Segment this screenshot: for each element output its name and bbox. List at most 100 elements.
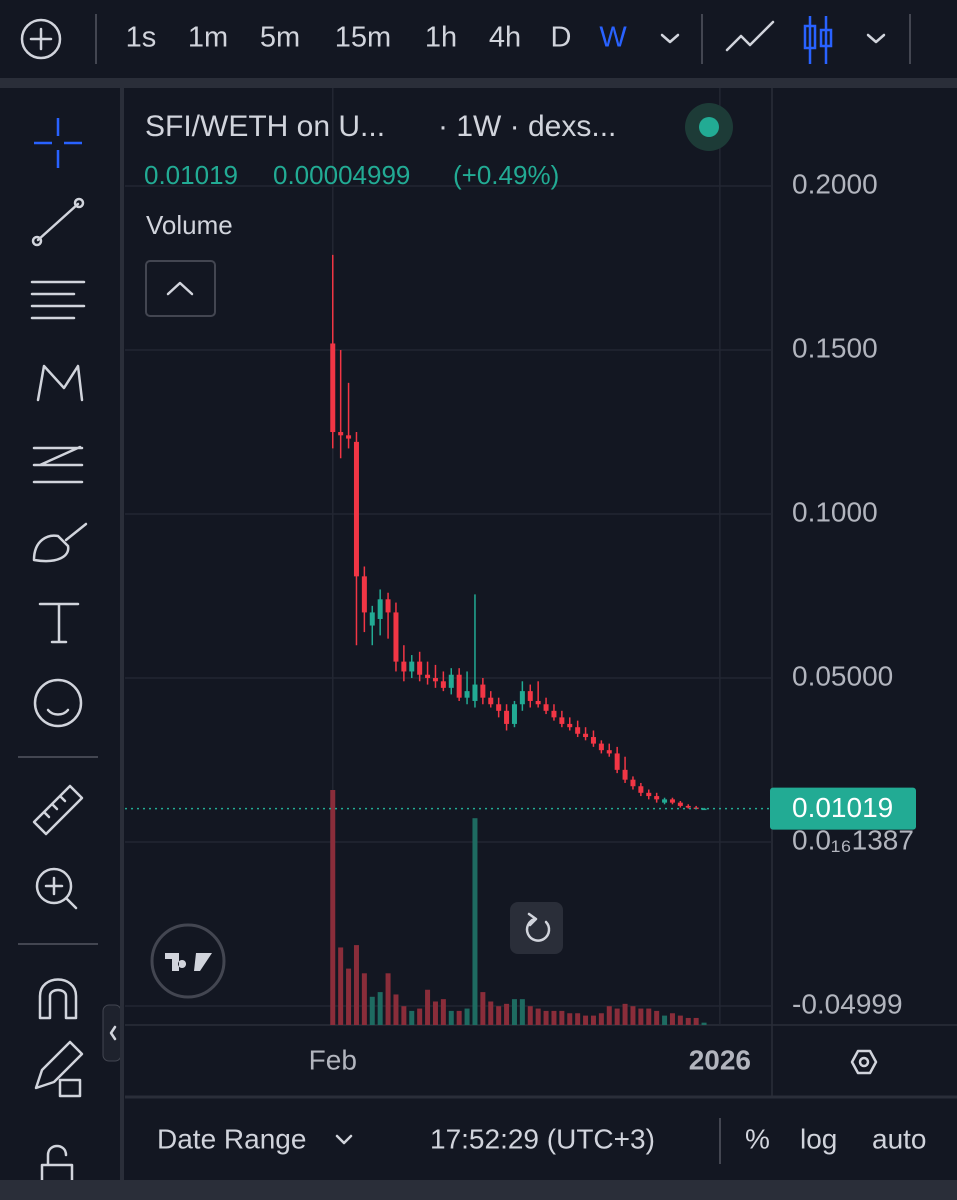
candle-icon[interactable] — [803, 16, 833, 64]
volume-bar — [598, 1013, 604, 1025]
brush-tool[interactable] — [32, 522, 88, 563]
candle-body — [511, 704, 517, 724]
settings-dot — [858, 1056, 870, 1068]
candle-body — [701, 808, 707, 811]
volume-bar — [701, 1022, 707, 1025]
plot — [125, 88, 772, 1025]
settings-button[interactable] — [850, 1049, 878, 1075]
candle-body — [535, 700, 541, 705]
candle-body — [551, 710, 557, 718]
volume-bar — [583, 1015, 589, 1025]
volume-bar — [693, 1017, 699, 1025]
handle — [73, 197, 85, 209]
left-toolbar — [18, 118, 98, 1197]
dropdown[interactable] — [335, 1134, 353, 1145]
volume-bar — [353, 945, 359, 1025]
candle-body — [598, 743, 604, 751]
collapse-legend[interactable] — [145, 260, 216, 317]
timeframe[interactable]: 4h — [489, 22, 521, 54]
lock-draw-tool[interactable] — [34, 1040, 84, 1098]
volume-bar — [575, 1013, 581, 1025]
zoom-icon — [44, 876, 78, 910]
candle-body — [401, 661, 407, 672]
volume-bar — [677, 1015, 683, 1025]
candle-body — [583, 733, 589, 738]
volume-bar — [432, 1001, 438, 1025]
volume-bar — [519, 999, 525, 1025]
volume-bar — [551, 1010, 557, 1025]
volume-bar — [543, 1010, 549, 1025]
smile — [46, 708, 70, 716]
date-range[interactable]: Date Range — [157, 1123, 306, 1154]
y-tick-label: 0.2000 — [792, 168, 878, 199]
candle-body — [527, 691, 533, 701]
add-symbol[interactable] — [20, 18, 62, 60]
volume-bar — [488, 1001, 494, 1025]
tv-logo[interactable] — [150, 923, 226, 999]
handle — [31, 235, 43, 247]
text-tool[interactable] — [38, 602, 80, 644]
candle-body — [464, 691, 470, 698]
pattern-tool[interactable] — [36, 364, 84, 402]
reset-button[interactable] — [510, 902, 563, 954]
volume-bar — [330, 790, 336, 1025]
fib-tool[interactable] — [30, 280, 86, 320]
candle-body — [559, 717, 565, 724]
candle-body — [353, 441, 359, 577]
timeframe[interactable]: 5m — [260, 22, 300, 54]
candle-body — [614, 753, 620, 770]
ruler-tool[interactable] — [32, 784, 84, 836]
emoji-tool[interactable] — [33, 678, 83, 728]
reset-icon — [525, 912, 551, 942]
timeframe[interactable]: 1h — [425, 22, 457, 54]
footer — [0, 1180, 957, 1200]
candle-body — [654, 796, 660, 800]
candle-body — [646, 792, 652, 797]
timeframe[interactable]: D — [551, 22, 572, 54]
zoom-tool[interactable] — [35, 867, 73, 905]
volume-bar — [527, 1006, 533, 1025]
collapse-icon — [109, 1025, 117, 1041]
dropdown[interactable] — [660, 33, 680, 44]
candle-body — [606, 750, 612, 754]
volume-bar — [472, 818, 478, 1025]
volume-bar — [425, 989, 431, 1025]
volume-bar — [480, 992, 486, 1025]
volume-bar — [440, 999, 446, 1025]
y-tick-label: 0.1000 — [792, 496, 878, 527]
dropdown[interactable] — [866, 33, 886, 44]
y-tick-label: -0.04999 — [792, 988, 903, 1019]
auto-toggle[interactable]: auto — [872, 1123, 927, 1154]
tv-mark — [165, 953, 212, 971]
candle-body — [330, 343, 336, 433]
candle-body — [385, 599, 391, 613]
candle-body — [590, 737, 596, 744]
volume-bar — [409, 1010, 415, 1025]
timeframe[interactable]: 1m — [188, 22, 228, 54]
timeframe[interactable]: 15m — [335, 22, 391, 54]
change-percent: (+0.49%) — [453, 160, 559, 190]
timeframe[interactable]: 1s — [126, 22, 157, 54]
volume-bar — [417, 1008, 423, 1025]
percent-toggle[interactable]: % — [745, 1123, 770, 1154]
chart-title: SFI/WETH on U... — [145, 110, 385, 143]
crosshair-tool[interactable] — [34, 118, 82, 168]
volume-bar — [535, 1008, 541, 1025]
candle-body — [504, 710, 510, 724]
candle-body — [338, 432, 344, 436]
magnet-tool[interactable] — [38, 978, 78, 1020]
trend-line-tool[interactable] — [36, 202, 80, 242]
chart-subtitle: · 1W · dexs... — [438, 110, 616, 143]
log-toggle[interactable]: log — [800, 1123, 837, 1154]
candle-body — [622, 769, 628, 780]
volume-bar — [567, 1013, 573, 1025]
candle-body — [409, 661, 415, 672]
volume-bar — [338, 947, 344, 1025]
volume-bar — [346, 968, 352, 1025]
timeframe-active[interactable]: W — [599, 22, 627, 54]
volume-bar — [646, 1008, 652, 1025]
line-chart-icon[interactable] — [725, 20, 775, 52]
forecast-tool[interactable] — [32, 445, 84, 484]
candle-body — [440, 681, 446, 688]
